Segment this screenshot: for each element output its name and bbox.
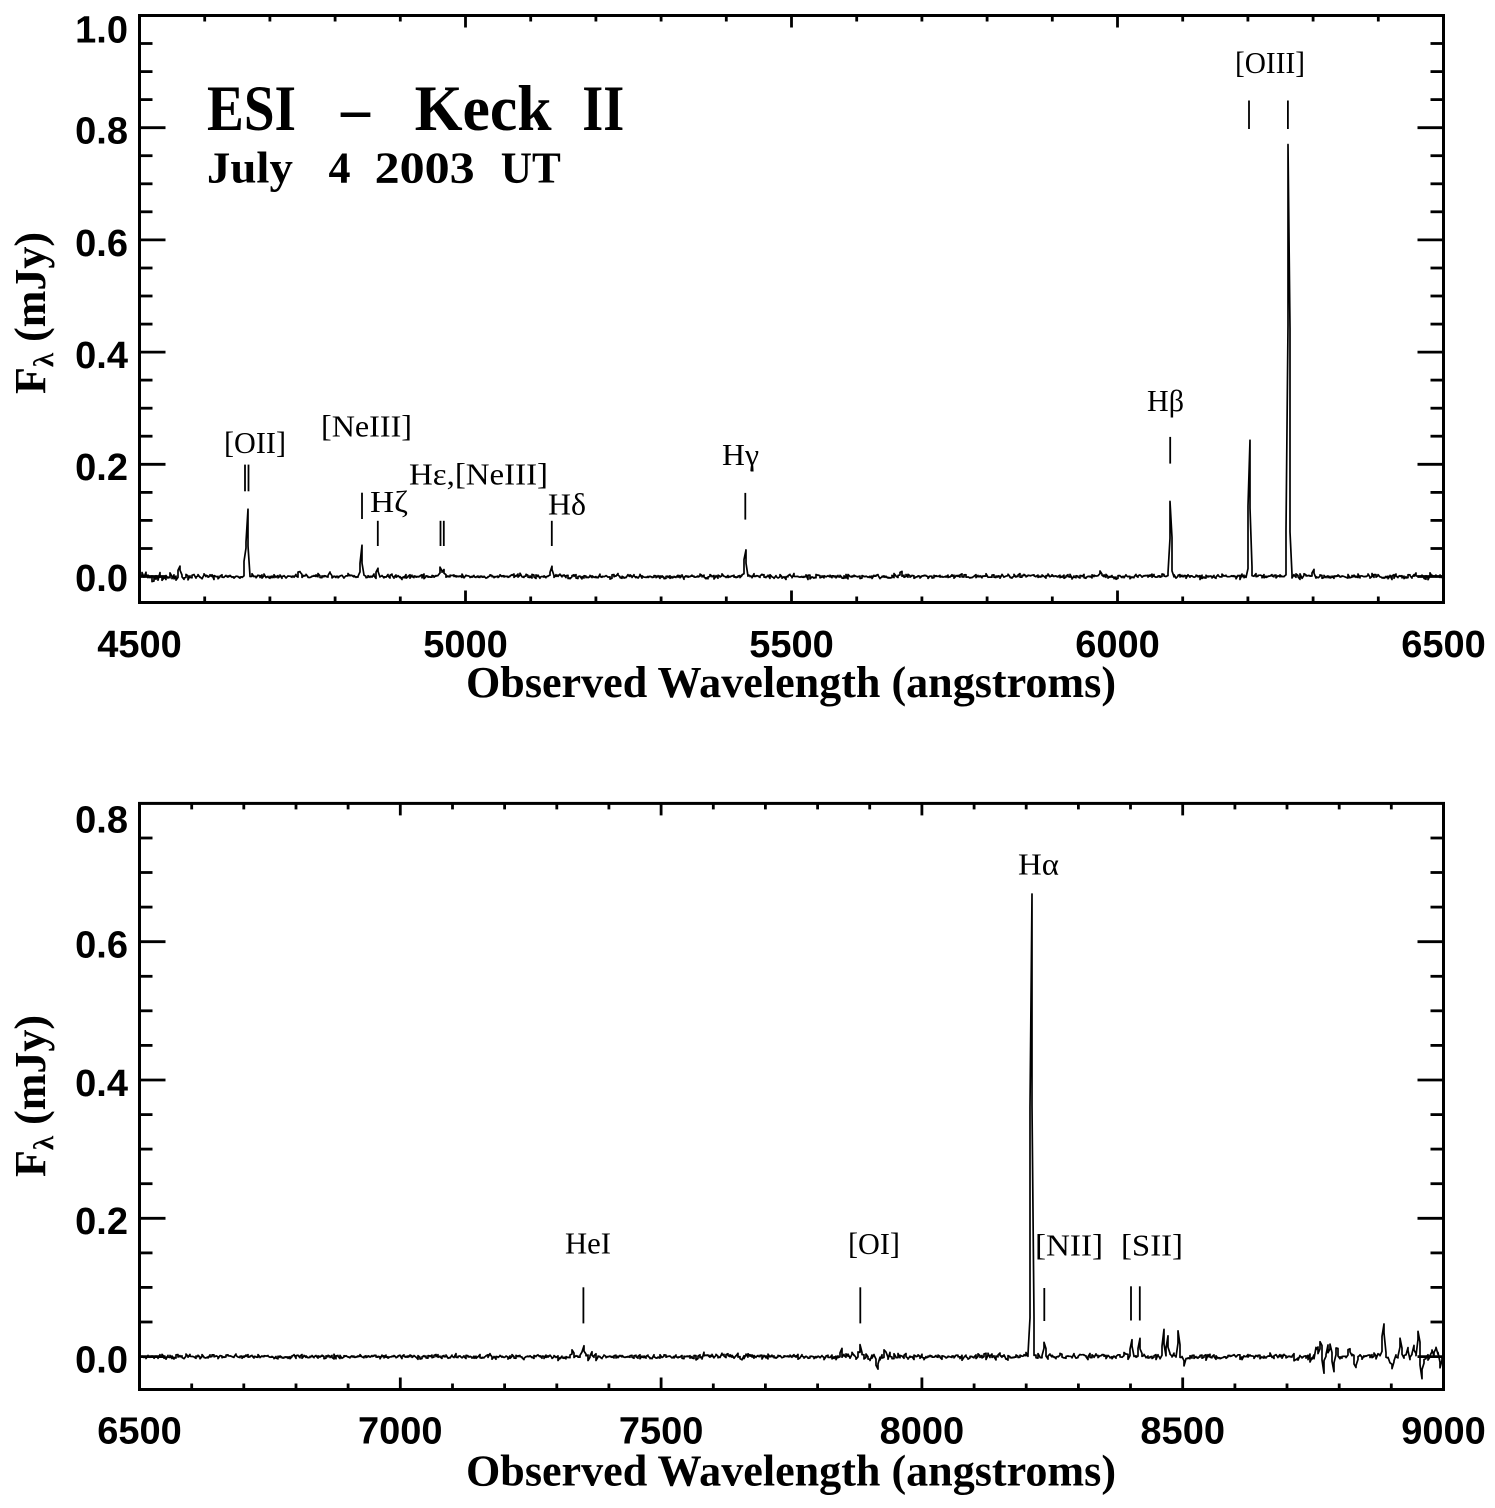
svg-text:8000: 8000 xyxy=(880,1410,965,1452)
svg-text:Observed Wavelength (angstroms: Observed Wavelength (angstroms) xyxy=(466,658,1116,707)
svg-text:0.4: 0.4 xyxy=(75,1063,128,1105)
svg-text:0.8: 0.8 xyxy=(75,800,128,842)
svg-text:–: – xyxy=(340,73,370,145)
svg-text:ESI: ESI xyxy=(207,73,296,145)
svg-text:Hγ: Hγ xyxy=(722,437,759,472)
svg-text:II: II xyxy=(582,73,624,145)
svg-text:2003: 2003 xyxy=(375,143,475,192)
svg-text:[NII]: [NII] xyxy=(1035,1228,1103,1263)
svg-text:[OI]: [OI] xyxy=(848,1226,900,1261)
svg-text:Observed Wavelength (angstroms: Observed Wavelength (angstroms) xyxy=(466,1447,1116,1496)
svg-text:4500: 4500 xyxy=(97,624,182,666)
svg-text:[OII]: [OII] xyxy=(224,425,286,460)
svg-text:5500: 5500 xyxy=(749,624,834,666)
svg-text:4: 4 xyxy=(329,143,351,192)
svg-text:July: July xyxy=(207,143,293,192)
svg-text:0.4: 0.4 xyxy=(75,335,128,377)
svg-text:6000: 6000 xyxy=(1075,624,1160,666)
svg-text:Fλ (mJy): Fλ (mJy) xyxy=(6,232,60,394)
svg-text:1.0: 1.0 xyxy=(75,9,128,51)
svg-text:0.8: 0.8 xyxy=(75,111,128,153)
svg-text:[OIII]: [OIII] xyxy=(1235,45,1305,80)
svg-text:UT: UT xyxy=(501,143,561,192)
svg-text:7500: 7500 xyxy=(619,1410,704,1452)
svg-text:Fλ (mJy): Fλ (mJy) xyxy=(6,1015,60,1177)
svg-text:8500: 8500 xyxy=(1140,1410,1225,1452)
svg-text:5000: 5000 xyxy=(423,624,508,666)
svg-text:Hδ: Hδ xyxy=(548,487,586,522)
svg-text:Hε,[NeIII]: Hε,[NeIII] xyxy=(409,456,548,491)
svg-text:9000: 9000 xyxy=(1401,1410,1486,1452)
svg-text:0.0: 0.0 xyxy=(75,1340,128,1382)
svg-text:7000: 7000 xyxy=(358,1410,443,1452)
svg-text:0.2: 0.2 xyxy=(75,447,128,489)
svg-text:0.6: 0.6 xyxy=(75,925,128,967)
svg-text:[NeIII]: [NeIII] xyxy=(321,409,412,444)
svg-text:6500: 6500 xyxy=(1401,624,1486,666)
svg-text:[SII]: [SII] xyxy=(1121,1228,1183,1263)
svg-text:Hβ: Hβ xyxy=(1147,383,1184,418)
svg-text:Hζ: Hζ xyxy=(370,484,408,519)
svg-text:Keck: Keck xyxy=(415,73,553,145)
svg-text:6500: 6500 xyxy=(97,1410,182,1452)
svg-text:0.2: 0.2 xyxy=(75,1201,128,1243)
svg-text:0.0: 0.0 xyxy=(75,558,128,600)
svg-text:HeI: HeI xyxy=(565,1226,611,1261)
svg-text:Hα: Hα xyxy=(1018,846,1059,881)
svg-text:0.6: 0.6 xyxy=(75,223,128,265)
